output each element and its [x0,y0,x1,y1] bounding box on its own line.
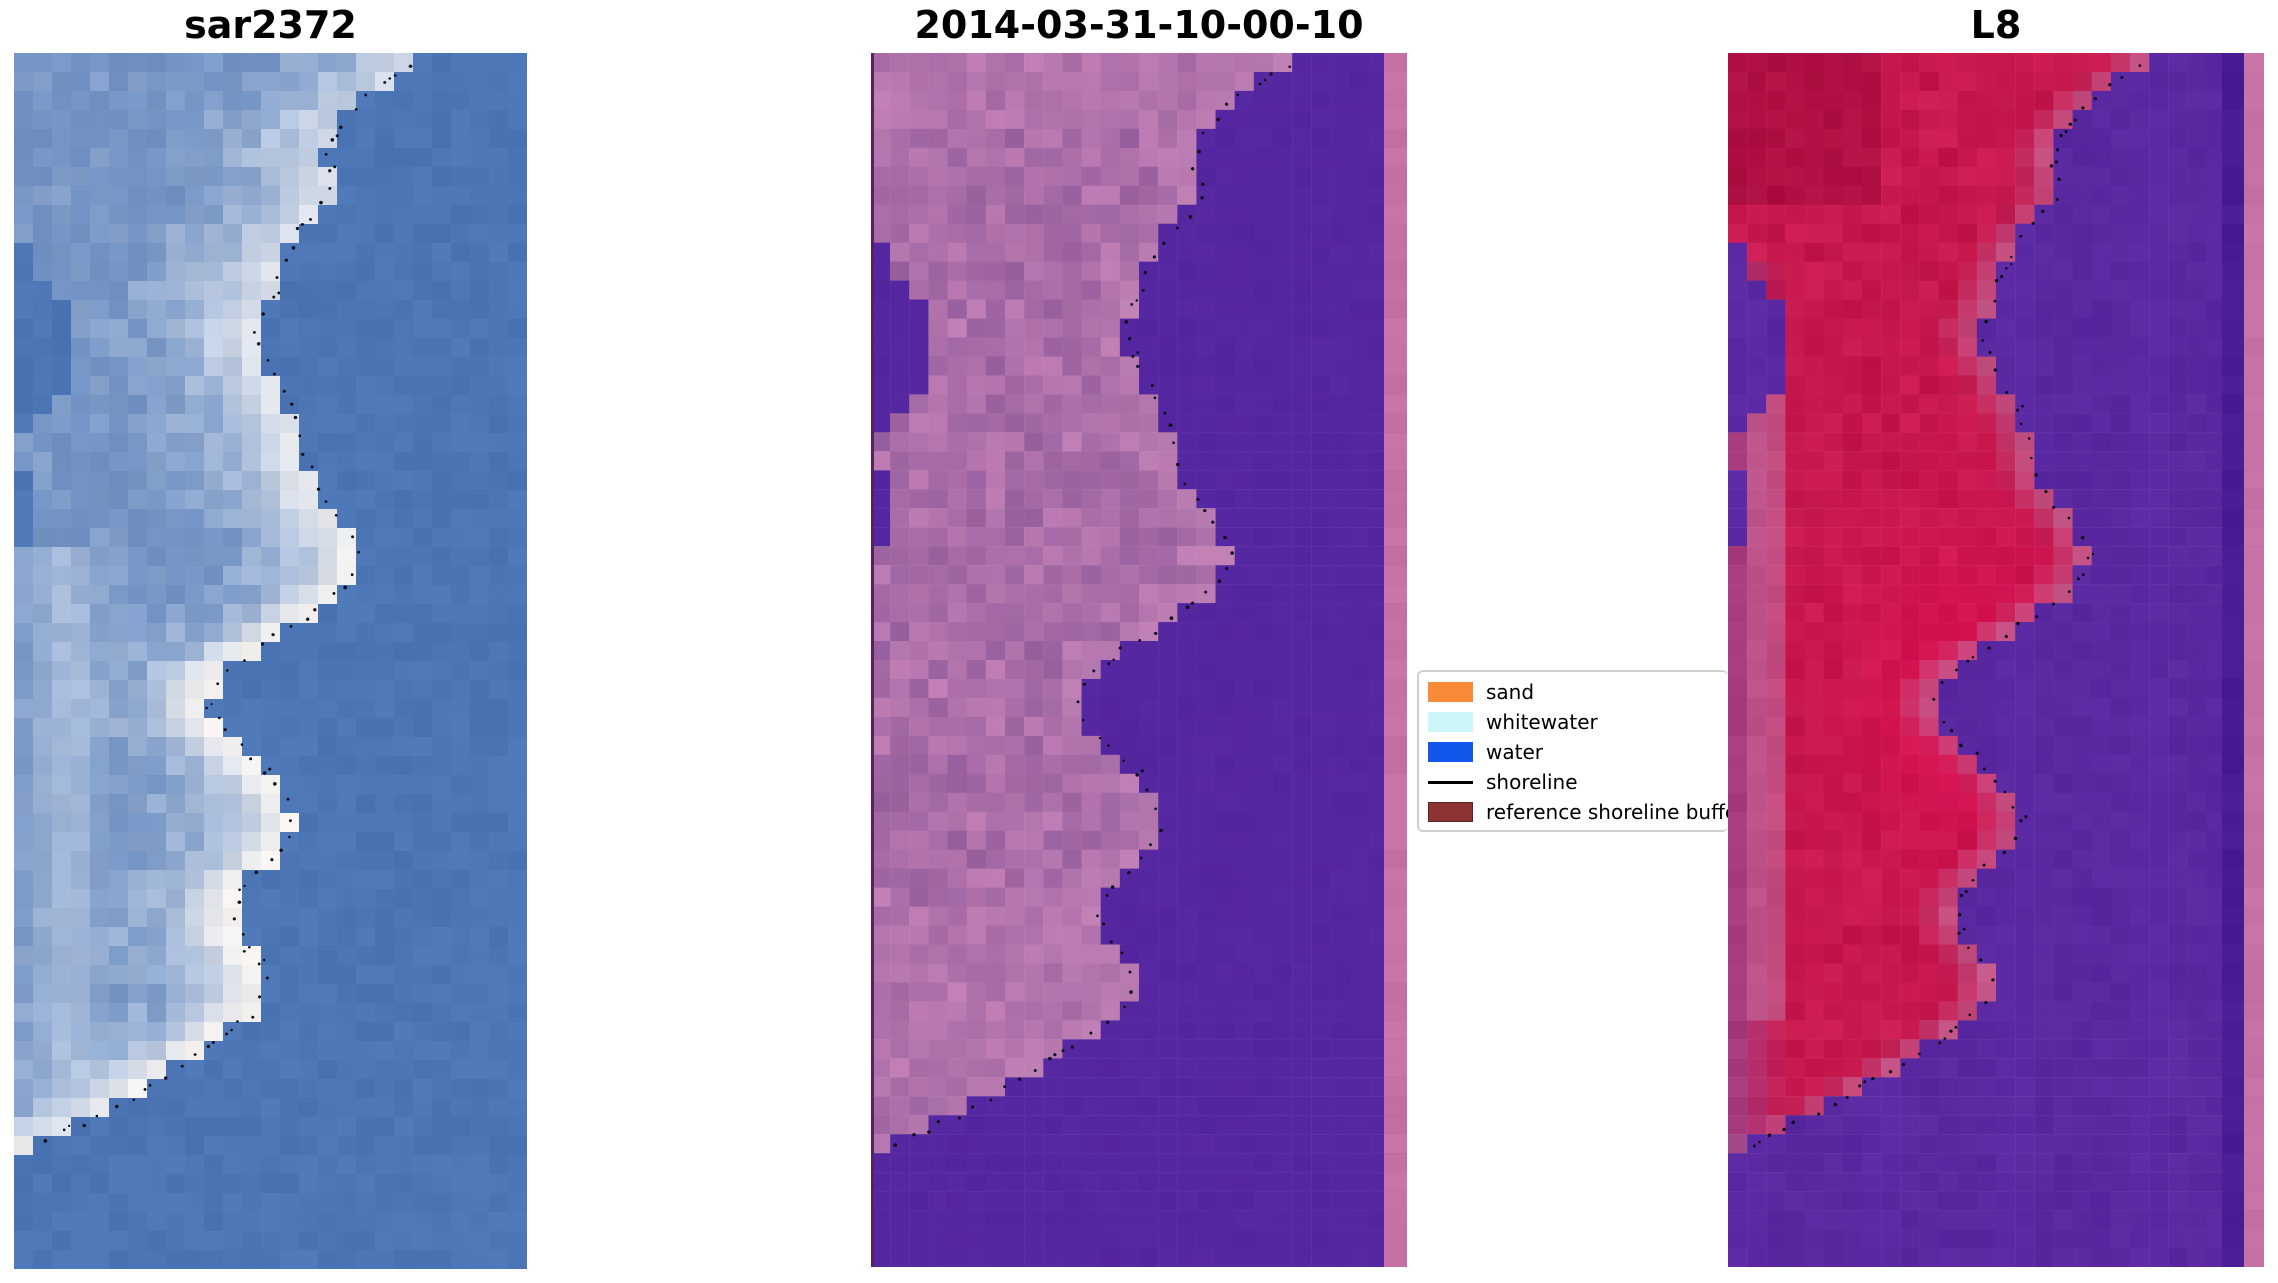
legend-label-reference-shoreline-buffer: reference shoreline buffer [1486,800,1728,824]
legend-swatch-sand [1428,682,1473,702]
legend-line-shoreline [1428,780,1473,784]
l8-panel-image [1728,53,2264,1267]
legend-swatch-water [1428,742,1473,762]
legend-swatch-reference-shoreline-buffer [1428,802,1473,822]
sar-panel-image [14,53,527,1269]
legend-entry-shoreline: shoreline [1428,767,1728,797]
panel-title-date: 2014-03-31-10-00-10 [914,3,1364,47]
legend-label-sand: sand [1486,680,1535,704]
legend-entry-sand: sand [1428,677,1728,707]
legend: sand whitewater water shoreline reference sh… [1417,670,1728,832]
legend-entry-whitewater: whitewater [1428,707,1728,737]
classified-panel-image [871,53,1407,1267]
legend-entry-reference-shoreline-buffer: reference shoreline buffer [1428,797,1728,827]
legend-label-water: water [1486,740,1543,764]
legend-swatch-whitewater [1428,712,1473,732]
panel-title-sar2372: sar2372 [184,3,357,47]
legend-entry-water: water [1428,737,1728,767]
legend-label-shoreline: shoreline [1486,770,1578,794]
panel-title-l8: L8 [1970,3,2022,47]
legend-label-whitewater: whitewater [1486,710,1598,734]
